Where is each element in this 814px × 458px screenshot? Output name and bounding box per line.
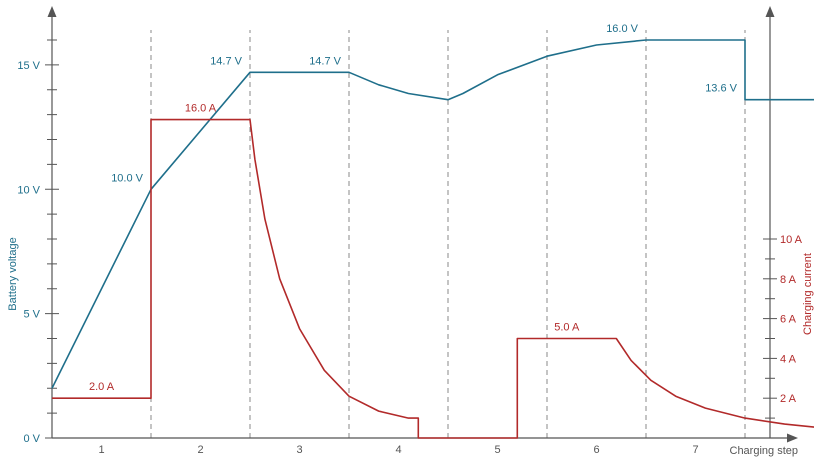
step-label: 5	[494, 444, 500, 456]
left-axis-arrow	[47, 6, 57, 17]
data-labels: 10.0 V 14.7 V 14.7 V 16.0 V 13.6 V 2.0 A 16.0 …	[89, 23, 738, 393]
step-dividers	[150, 30, 746, 438]
current-series-line	[52, 118, 814, 439]
step-label: 7	[692, 444, 698, 456]
voltage-data-label: 10.0 V	[111, 172, 143, 184]
current-data-label: 16.0 A	[185, 103, 217, 115]
series-layer	[51, 39, 814, 439]
left-tick-label: 15 V	[17, 60, 40, 72]
x-axis-title: Charging step	[730, 445, 799, 457]
axes	[47, 6, 798, 443]
step-label: 4	[395, 444, 401, 456]
voltage-data-label: 14.7 V	[210, 55, 242, 67]
voltage-data-label: 14.7 V	[309, 55, 341, 67]
right-tick-label: 2 A	[780, 393, 797, 405]
step-label: 2	[197, 444, 203, 456]
left-tick-label: 5 V	[23, 309, 40, 321]
right-tick-label: 8 A	[780, 274, 797, 286]
left-axis-title: Battery voltage	[7, 237, 19, 310]
right-tick-label: 6 A	[780, 314, 797, 326]
left-tick-label: 0 V	[23, 433, 40, 445]
voltage-series-line	[51, 39, 814, 389]
step-label: 6	[593, 444, 599, 456]
step-label: 1	[98, 444, 104, 456]
right-axis-arrow	[765, 6, 775, 17]
voltage-data-label: 16.0 V	[606, 23, 638, 35]
left-tick-label: 10 V	[17, 184, 40, 196]
left-axis-ticks: 0 V 5 V 10 V 15 V	[17, 39, 59, 445]
x-axis-arrow	[787, 433, 798, 443]
right-axis-ticks: 2 A 4 A 6 A 8 A 10 A	[763, 234, 803, 419]
right-axis-title: Charging current	[802, 253, 814, 335]
right-tick-label: 4 A	[780, 353, 797, 365]
step-labels: 1 2 3 4 5 6 7	[98, 444, 698, 456]
step-label: 3	[296, 444, 302, 456]
current-data-label: 5.0 A	[554, 322, 580, 334]
voltage-data-label: 13.6 V	[705, 83, 737, 95]
right-tick-label: 10 A	[780, 234, 803, 246]
current-data-label: 2.0 A	[89, 381, 115, 393]
